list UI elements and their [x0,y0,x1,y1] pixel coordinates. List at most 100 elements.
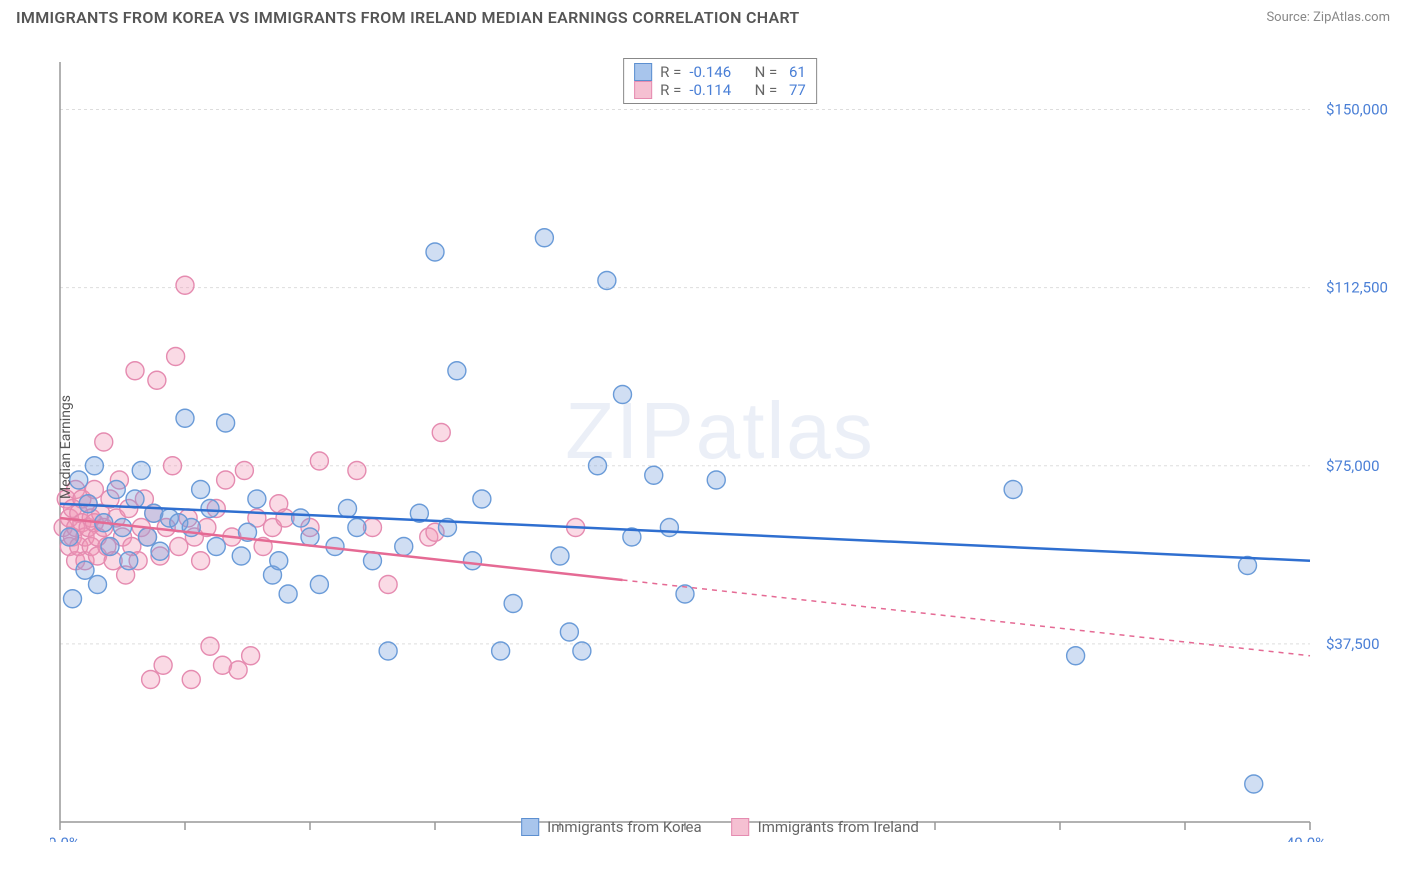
data-point [164,457,182,475]
data-point [182,671,200,689]
data-point [85,457,103,475]
legend-swatch [634,63,652,81]
legend-r-value: -0.146 [689,63,731,81]
correlation-legend: R =-0.146 N = 61R =-0.114 N = 77 [623,58,817,104]
y-tick-label: $150,000 [1326,101,1388,119]
data-point [348,462,366,480]
data-point [645,466,663,484]
y-tick-label: $37,500 [1326,635,1380,653]
y-axis-label: Median Earnings [58,395,74,499]
legend-swatch [521,818,539,836]
data-point [126,362,144,380]
data-point [301,528,319,546]
regression-line [60,518,623,580]
data-point [504,595,522,613]
data-point [242,647,260,665]
source-name: ZipAtlas.com [1313,10,1390,25]
data-point [232,547,250,565]
data-point [292,509,310,527]
data-point [167,348,185,366]
data-point [492,642,510,660]
data-point [598,272,616,290]
legend-n-label: N = [755,81,778,99]
data-point [707,471,725,489]
data-point [379,642,397,660]
data-point [139,528,157,546]
data-point [132,462,150,480]
data-point [151,542,169,560]
data-point [560,623,578,641]
legend-r-label: R = [660,81,681,99]
data-point [207,538,225,556]
data-point [395,538,413,556]
legend-r-value: -0.114 [689,81,731,99]
data-point [448,362,466,380]
data-point [1004,481,1022,499]
data-point [473,490,491,508]
data-point [192,481,210,499]
data-point [339,500,357,518]
x-min-label: 0.0% [50,834,80,842]
data-point [170,538,188,556]
legend-row: R = -0.114 N = 77 [634,81,806,99]
data-point [551,547,569,565]
legend-n-label: N = [755,63,778,81]
y-tick-label: $75,000 [1326,457,1380,475]
data-point [270,552,288,570]
data-point [310,452,328,470]
legend-item: Immigrants from Korea [521,818,701,836]
source-label: Source: [1266,10,1309,25]
data-point [76,561,94,579]
legend-row: R =-0.146 N = 61 [634,63,806,81]
data-point [379,576,397,594]
data-point [95,433,113,451]
data-point [660,519,678,537]
legend-series-label: Immigrants from Ireland [758,818,919,836]
data-point [64,590,82,608]
data-point [464,552,482,570]
data-point [114,519,132,537]
data-point [176,409,194,427]
data-point [101,538,119,556]
data-point [120,552,138,570]
data-point [89,576,107,594]
chart-area: Median Earnings $37,500 $75,000 $112,500 $1… [50,52,1390,842]
data-point [192,552,210,570]
data-point [535,229,553,247]
data-point [310,576,328,594]
data-point [364,552,382,570]
data-point [614,386,632,404]
data-point [348,519,366,537]
data-point [201,637,219,655]
data-point [142,671,160,689]
x-max-label: 40.0% [1286,834,1326,842]
scatter-chart: $37,500 $75,000 $112,500 $150,000 0.0% 40.0% [50,52,1390,842]
data-point [1067,647,1085,665]
chart-title: IMMIGRANTS FROM KOREA VS IMMIGRANTS FROM… [16,8,800,27]
data-point [176,276,194,294]
data-point [235,462,253,480]
data-point [201,500,219,518]
source-attribution: Source: ZipAtlas.com [1266,10,1390,25]
legend-swatch [732,818,750,836]
data-point [279,585,297,603]
legend-n-value: 77 [785,81,806,99]
y-tick-label: $112,500 [1326,279,1388,297]
data-point [229,661,247,679]
data-point [154,656,172,674]
legend-r-label: R = [660,63,681,81]
data-point [573,642,591,660]
data-point [148,371,166,389]
data-point [1245,775,1263,793]
data-point [107,481,125,499]
chart-header: IMMIGRANTS FROM KOREA VS IMMIGRANTS FROM… [0,0,1406,31]
data-point [589,457,607,475]
regression-extrapolation [623,580,1311,656]
data-point [426,243,444,261]
data-point [676,585,694,603]
data-point [248,490,266,508]
data-point [217,471,235,489]
data-point [217,414,235,432]
legend-series-label: Immigrants from Korea [547,818,701,836]
data-point [432,424,450,442]
